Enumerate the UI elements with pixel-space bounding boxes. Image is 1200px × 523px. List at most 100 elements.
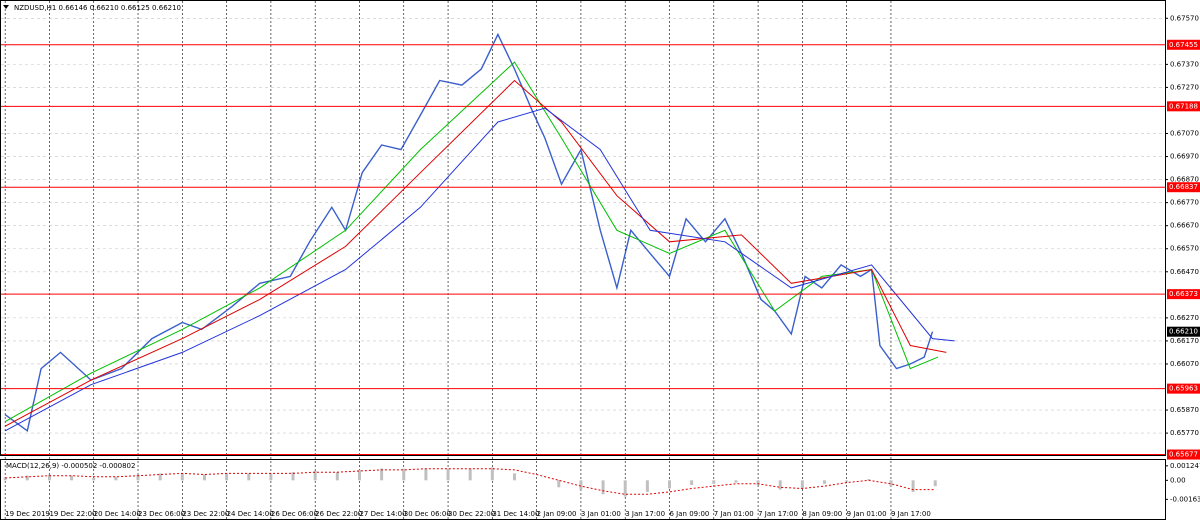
- macd-bar: [845, 480, 849, 482]
- macd-bar: [756, 480, 760, 485]
- y-tick-label: 0.66570: [1170, 245, 1199, 253]
- x-tick-label: 19 Dec 22:00: [49, 510, 96, 518]
- macd-bar: [424, 468, 428, 481]
- x-tick-label: 23 Dec 06:00: [138, 510, 185, 518]
- level-label: 0.66837: [1169, 183, 1198, 191]
- macd-bar: [70, 475, 74, 481]
- level-label: 0.65677: [1169, 451, 1198, 459]
- signal-line: [5, 468, 936, 495]
- macd-bar: [490, 467, 494, 481]
- macd-bar: [291, 472, 295, 481]
- y-tick-label: -0.001638: [1170, 495, 1200, 503]
- y-tick-label: 0.66170: [1170, 337, 1199, 345]
- level-tag: [1167, 289, 1200, 300]
- macd-bar: [800, 480, 804, 489]
- x-tick-label: 7 Jan 17:00: [758, 510, 798, 518]
- y-tick-label: 0.66970: [1170, 153, 1199, 161]
- macd-bar: [512, 473, 516, 481]
- level-label: 0.67455: [1169, 41, 1198, 49]
- x-tick-label: 20 Dec 14:00: [94, 510, 141, 518]
- x-tick-label: 7 Jan 01:00: [714, 510, 754, 518]
- macd-bar: [911, 480, 915, 492]
- x-tick-label: 9 Jan 01:00: [847, 510, 887, 518]
- y-tick-label: 0.67570: [1170, 14, 1199, 22]
- menu-arrow: [3, 5, 9, 9]
- x-tick-label: 26 Dec 22:00: [315, 510, 362, 518]
- macd-bar: [579, 480, 583, 490]
- macd-bar: [867, 479, 871, 481]
- macd-bar: [668, 480, 672, 489]
- macd-bar: [92, 478, 96, 481]
- macd-bar: [357, 469, 361, 481]
- y-tick-label: 0.66670: [1170, 222, 1199, 230]
- macd-bar: [446, 468, 450, 481]
- price-line: [4, 107, 955, 432]
- level-label: 0.67188: [1169, 102, 1198, 110]
- macd-bar: [225, 473, 229, 481]
- x-tick-label: 31 Dec 14:00: [492, 510, 539, 518]
- macd-bar: [623, 480, 627, 497]
- macd-bar: [25, 475, 29, 481]
- macd-bar: [557, 480, 561, 488]
- macd-bar: [690, 480, 694, 485]
- level-tag: [1167, 449, 1200, 460]
- y-tick-label: 0.001247: [1170, 462, 1200, 470]
- price-line: [4, 79, 947, 427]
- macd-bar: [601, 480, 605, 495]
- y-tick-label: 0.66270: [1170, 314, 1199, 322]
- x-tick-label: 8 Jan 09:00: [802, 510, 842, 518]
- level-label: 0.66373: [1169, 290, 1198, 298]
- macd-bar: [645, 480, 649, 492]
- macd-bar: [933, 480, 937, 487]
- x-tick-label: 3 Jan 01:00: [581, 510, 621, 518]
- x-tick-label: 6 Jan 09:00: [670, 510, 710, 518]
- y-tick-label: 0.66470: [1170, 268, 1199, 276]
- macd-bar: [335, 472, 339, 481]
- level-tag: [1167, 101, 1200, 112]
- y-tick-label: 0.67370: [1170, 60, 1199, 68]
- level-label: 0.65963: [1169, 385, 1198, 393]
- x-tick-label: 24 Dec 14:00: [227, 510, 274, 518]
- main-frame: [0, 0, 1166, 456]
- level-tag: [1167, 182, 1200, 193]
- price-line: [4, 61, 939, 423]
- macd-bar: [269, 474, 273, 481]
- y-tick-label: 0.00: [1170, 476, 1186, 484]
- macd-bar: [778, 480, 782, 490]
- macd-frame: [0, 459, 1166, 520]
- macd-bar: [247, 473, 251, 481]
- y-tick-label: 0.65870: [1170, 406, 1199, 414]
- macd-bar: [712, 480, 716, 484]
- macd-bar: [313, 471, 317, 481]
- y-tick-label: 0.66770: [1170, 199, 1199, 207]
- macd-bar: [180, 473, 184, 481]
- price-tag: [1167, 326, 1200, 337]
- y-tick-label: 0.65770: [1170, 429, 1199, 437]
- macd-bar: [823, 480, 827, 484]
- x-tick-label: 26 Dec 06:00: [271, 510, 318, 518]
- y-tick-label: 0.67270: [1170, 83, 1199, 91]
- x-tick-label: 23 Dec 22:00: [182, 510, 229, 518]
- macd-bar: [47, 474, 51, 481]
- macd-bar: [402, 468, 406, 481]
- macd-bar: [136, 474, 140, 481]
- macd-bar: [114, 476, 118, 481]
- level-tag: [1167, 39, 1200, 50]
- x-tick-label: 30 Dec 06:00: [404, 510, 451, 518]
- macd-title: MACD(12,26,9) -0.000502 -0.000802: [6, 462, 135, 470]
- price-label: 0.66210: [1169, 328, 1198, 336]
- macd-bar: [3, 478, 7, 481]
- y-tick-label: 0.66070: [1170, 360, 1199, 368]
- macd-bar: [380, 468, 384, 481]
- chart-title: NZDUSD,H1 0.66146 0.66210 0.66125 0.6621…: [14, 4, 181, 12]
- macd-bar: [158, 473, 162, 481]
- price-line: [4, 32, 934, 432]
- y-tick-label: 0.66870: [1170, 176, 1199, 184]
- x-tick-label: 27 Dec 14:00: [359, 510, 406, 518]
- x-tick-label: 30 Dec 22:00: [448, 510, 495, 518]
- level-tag: [1167, 383, 1200, 394]
- x-tick-label: 19 Dec 2019: [5, 510, 50, 518]
- macd-bar: [468, 468, 472, 481]
